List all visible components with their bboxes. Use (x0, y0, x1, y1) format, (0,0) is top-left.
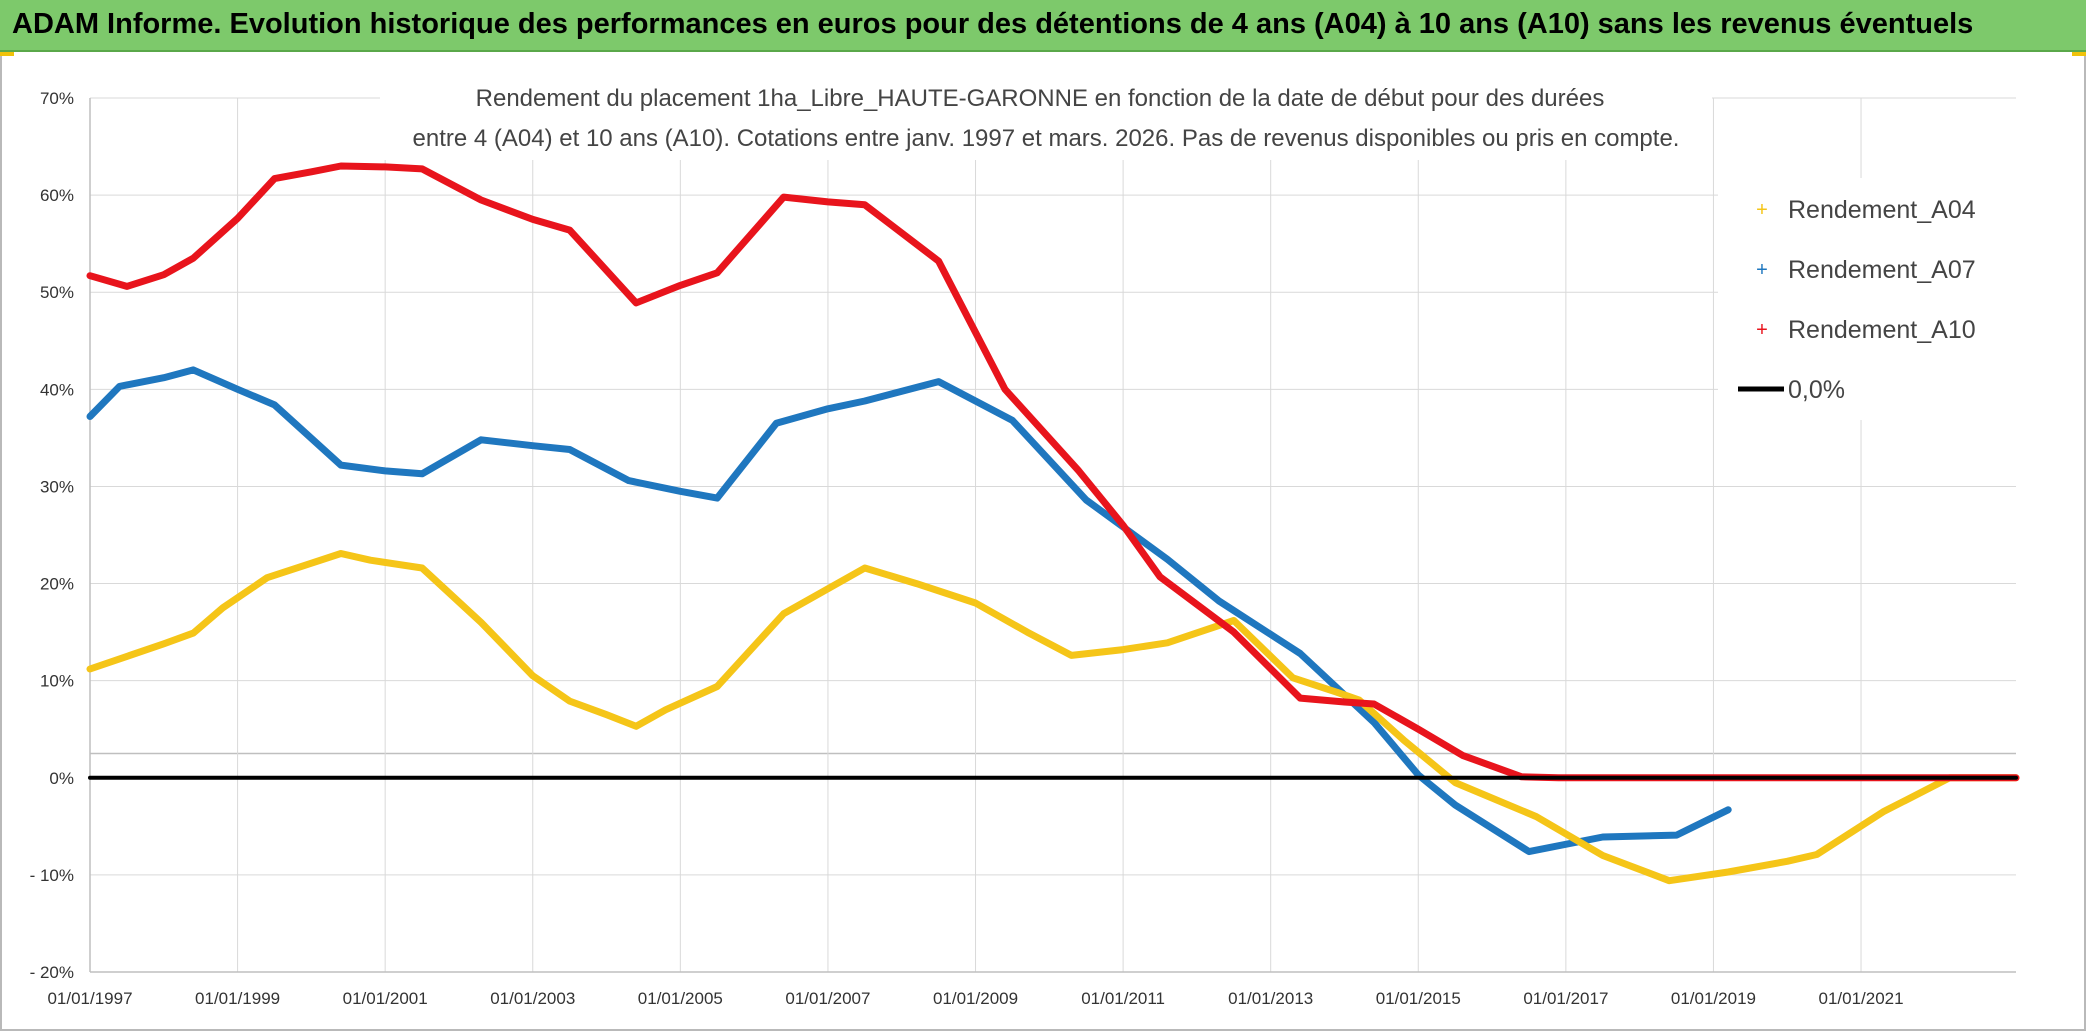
y-tick-label: 40% (40, 380, 74, 399)
x-tick-label: 01/01/2009 (933, 989, 1018, 1008)
x-tick-label: 01/01/2015 (1376, 989, 1461, 1008)
series-line-a04 (86, 550, 2020, 885)
x-tick-label: 01/01/2011 (1081, 989, 1165, 1008)
x-axis: 01/01/1997 01/01/1999 01/01/2001 01/01/2003… (47, 971, 2016, 1008)
legend: + Rendement_A04 + Rendement_A07 + Rendem… (1718, 178, 2020, 420)
y-tick-label: 10% (40, 672, 74, 691)
y-tick-label: 0% (49, 769, 74, 788)
corner-accent-left (0, 52, 14, 56)
chart-title-background (380, 76, 1712, 160)
x-tick-label: 01/01/1997 (47, 989, 132, 1008)
y-axis: 70% 60% 50% 40% 30% 20% 10% 0% - 10% - 20% (30, 89, 91, 982)
legend-label-a04: Rendement_A04 (1788, 196, 1976, 224)
x-tick-label: 01/01/2019 (1671, 989, 1756, 1008)
x-tick-label: 01/01/1999 (195, 989, 280, 1008)
x-tick-label: 01/01/2013 (1228, 989, 1313, 1008)
x-tick-label: 01/01/2007 (785, 989, 870, 1008)
x-tick-label: 01/01/2003 (490, 989, 575, 1008)
x-tick-label: 01/01/2005 (638, 989, 723, 1008)
legend-marker-a04: + (1756, 199, 1768, 221)
y-tick-label: 30% (40, 477, 74, 496)
page-title: ADAM Informe. Evolution historique des p… (12, 8, 1974, 40)
header-banner: ADAM Informe. Evolution historique des p… (0, 0, 2086, 52)
y-tick-label: 60% (40, 186, 74, 205)
legend-box (1718, 178, 2020, 420)
y-tick-label: 70% (40, 89, 74, 108)
x-tick-label: 01/01/2021 (1818, 989, 1903, 1008)
series-line-a10 (86, 162, 2020, 782)
series-lines (86, 162, 2020, 885)
legend-label-a10: Rendement_A10 (1788, 316, 1976, 344)
series-line-a07 (86, 366, 1732, 856)
corner-accent-right (2072, 52, 2086, 56)
y-tick-label: - 20% (30, 963, 74, 982)
chart-title-line-2: entre 4 (A04) et 10 ans (A10). Cotations… (413, 125, 1680, 152)
legend-label-zero: 0,0% (1788, 376, 1845, 404)
x-tick-label: 01/01/2001 (343, 989, 428, 1008)
y-tick-label: 50% (40, 283, 74, 302)
x-tick-label: 01/01/2017 (1523, 989, 1608, 1008)
chart-title-line-1: Rendement du placement 1ha_Libre_HAUTE-G… (476, 85, 1605, 112)
y-tick-label: - 10% (30, 866, 74, 885)
legend-marker-a07: + (1756, 259, 1768, 281)
y-tick-label: 20% (40, 575, 74, 594)
legend-marker-a10: + (1756, 319, 1768, 341)
legend-label-a07: Rendement_A07 (1788, 256, 1976, 284)
